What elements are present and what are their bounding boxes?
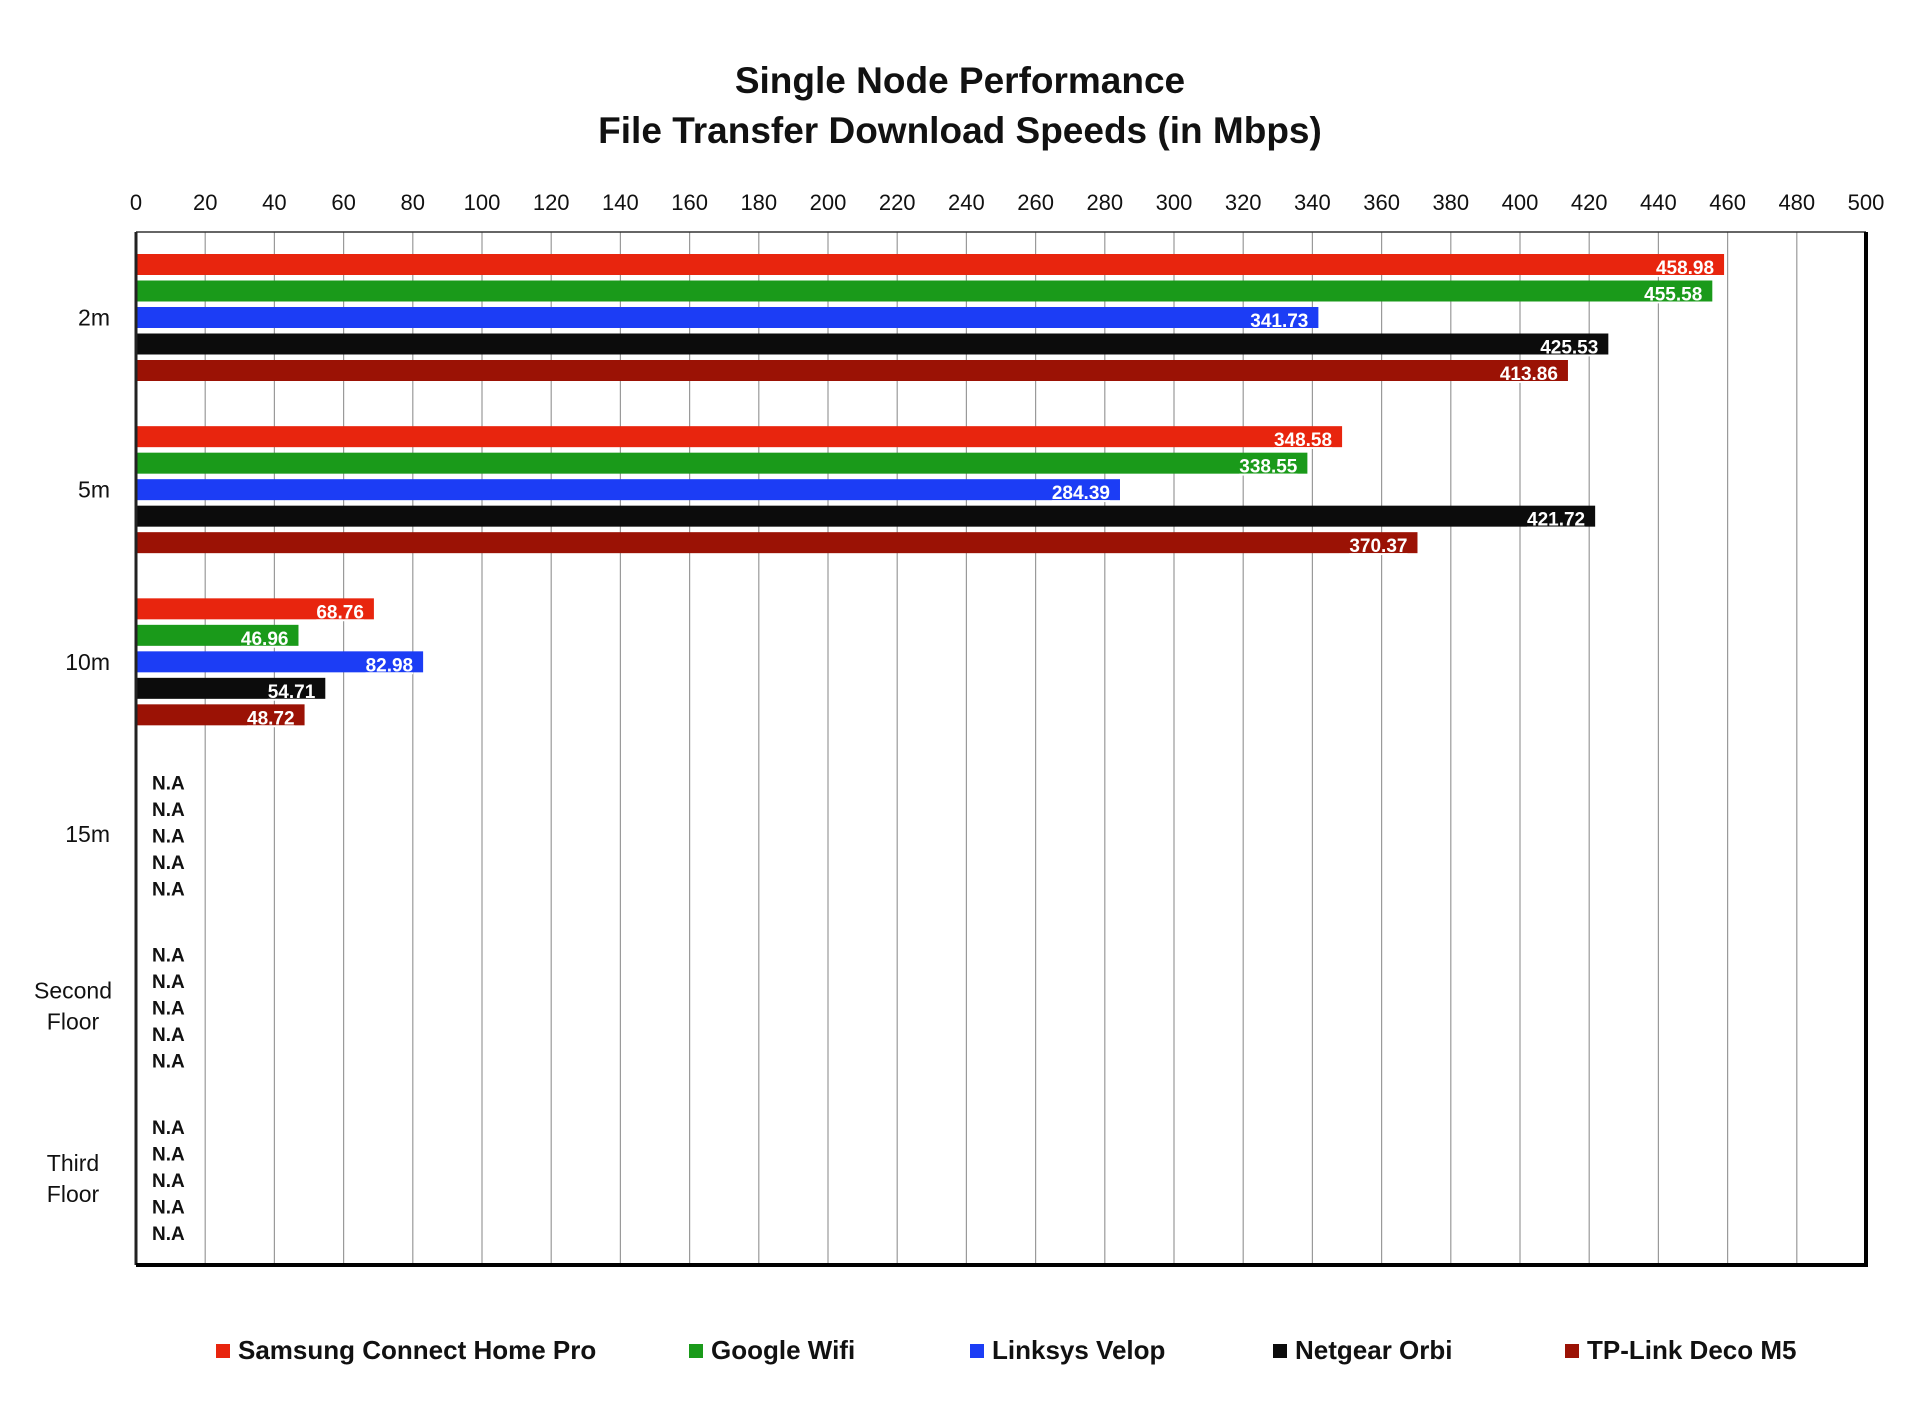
legend: Samsung Connect Home Pro Google Wifi Links… <box>0 1335 1920 1375</box>
x-tick-label: 380 <box>1432 190 1469 215</box>
bar-value-label: 341.73 <box>1250 311 1308 332</box>
x-tick-label: 360 <box>1363 190 1400 215</box>
chart-title: Single Node Performance <box>734 60 1186 101</box>
missing-value-label: N.A <box>152 1025 185 1046</box>
x-tick-label: 80 <box>401 190 425 215</box>
missing-value-label: N.A <box>152 1224 185 1245</box>
legend-swatch <box>1273 1343 1287 1358</box>
missing-value-label: N.A <box>152 1118 185 1139</box>
bar <box>136 532 1418 554</box>
bar-value-label: 68.76 <box>316 602 364 623</box>
legend-label: Google Wifi <box>711 1335 856 1365</box>
bar <box>136 704 305 726</box>
x-tick-label: 200 <box>810 190 847 215</box>
x-tick-label: 160 <box>671 190 708 215</box>
legend-item: TP-Link Deco M5 <box>1565 1335 1796 1366</box>
chart-subtitle: File Transfer Download Speeds (in Mbps) <box>598 110 1322 151</box>
bar-value-label: 425.53 <box>1540 338 1598 359</box>
category-label: Floor <box>47 1181 100 1207</box>
bar <box>136 426 1343 448</box>
missing-value-label: N.A <box>152 774 185 795</box>
legend-swatch <box>216 1343 230 1358</box>
bar-value-label: 82.98 <box>366 655 414 676</box>
legend-label: Linksys Velop <box>992 1335 1166 1365</box>
bar <box>136 651 424 673</box>
x-tick-label: 440 <box>1640 190 1677 215</box>
bar-value-label: 46.96 <box>241 629 289 650</box>
legend-label: Samsung Connect Home Pro <box>238 1335 597 1365</box>
missing-value-label: N.A <box>152 800 185 821</box>
x-tick-label: 40 <box>262 190 286 215</box>
bar <box>136 624 299 646</box>
category-label: 10m <box>65 649 110 675</box>
missing-value-label: N.A <box>152 999 185 1020</box>
missing-value-label: N.A <box>152 946 185 967</box>
bar <box>136 254 1725 275</box>
bar-value-label: 413.86 <box>1500 364 1558 385</box>
missing-value-label: N.A <box>152 972 185 993</box>
bar-value-label: 455.58 <box>1644 285 1702 306</box>
category-label: Third <box>47 1150 99 1176</box>
legend-item: Samsung Connect Home Pro <box>216 1335 596 1366</box>
x-tick-label: 300 <box>1156 190 1193 215</box>
category-label: 15m <box>65 821 110 847</box>
bar <box>136 505 1596 527</box>
bar <box>136 280 1713 302</box>
x-tick-label: 400 <box>1502 190 1539 215</box>
legend-swatch <box>1565 1343 1579 1358</box>
category-label: 5m <box>78 477 110 503</box>
bar-value-label: 421.72 <box>1527 510 1585 531</box>
x-tick-label: 420 <box>1571 190 1608 215</box>
x-tick-label: 480 <box>1778 190 1815 215</box>
bar-value-label: 284.39 <box>1052 483 1110 504</box>
x-tick-label: 460 <box>1709 190 1746 215</box>
bar <box>136 307 1319 328</box>
missing-value-label: N.A <box>152 1197 185 1218</box>
x-tick-label: 140 <box>602 190 639 215</box>
x-tick-label: 500 <box>1848 190 1885 215</box>
legend-item: Google Wifi <box>689 1335 855 1366</box>
x-tick-label: 60 <box>331 190 355 215</box>
x-tick-label: 0 <box>130 190 142 215</box>
category-label: Second <box>34 978 112 1004</box>
bar <box>136 360 1568 381</box>
bar-value-label: 370.37 <box>1349 536 1407 557</box>
x-tick-label: 320 <box>1225 190 1262 215</box>
x-tick-label: 120 <box>533 190 570 215</box>
bar-value-label: 338.55 <box>1239 457 1298 478</box>
legend-label: TP-Link Deco M5 <box>1587 1335 1797 1365</box>
x-tick-label: 240 <box>948 190 985 215</box>
missing-value-label: N.A <box>152 853 185 874</box>
x-tick-label: 20 <box>193 190 217 215</box>
bar-value-label: 48.72 <box>247 708 295 729</box>
legend-swatch <box>970 1343 984 1358</box>
missing-value-label: N.A <box>152 827 185 848</box>
bar <box>136 598 374 620</box>
bar-value-label: 348.58 <box>1274 430 1332 451</box>
bar <box>136 677 326 699</box>
x-tick-label: 280 <box>1086 190 1123 215</box>
x-tick-label: 340 <box>1294 190 1331 215</box>
bar-value-label: 54.71 <box>268 682 316 703</box>
bar-value-label: 458.98 <box>1656 258 1714 279</box>
x-tick-label: 260 <box>1017 190 1054 215</box>
category-label: Floor <box>47 1009 100 1035</box>
missing-value-label: N.A <box>152 1171 185 1192</box>
bar <box>136 333 1609 355</box>
x-tick-label: 220 <box>879 190 916 215</box>
legend-item: Linksys Velop <box>970 1335 1165 1366</box>
missing-value-label: N.A <box>152 880 185 901</box>
missing-value-label: N.A <box>152 1144 185 1165</box>
legend-swatch <box>689 1343 703 1358</box>
missing-value-label: N.A <box>152 1052 185 1073</box>
x-tick-label: 100 <box>464 190 501 215</box>
bar <box>136 452 1308 474</box>
legend-label: Netgear Orbi <box>1295 1335 1453 1365</box>
x-tick-label: 180 <box>740 190 777 215</box>
category-label: 2m <box>78 305 110 331</box>
legend-item: Netgear Orbi <box>1273 1335 1453 1366</box>
bar <box>136 479 1120 501</box>
